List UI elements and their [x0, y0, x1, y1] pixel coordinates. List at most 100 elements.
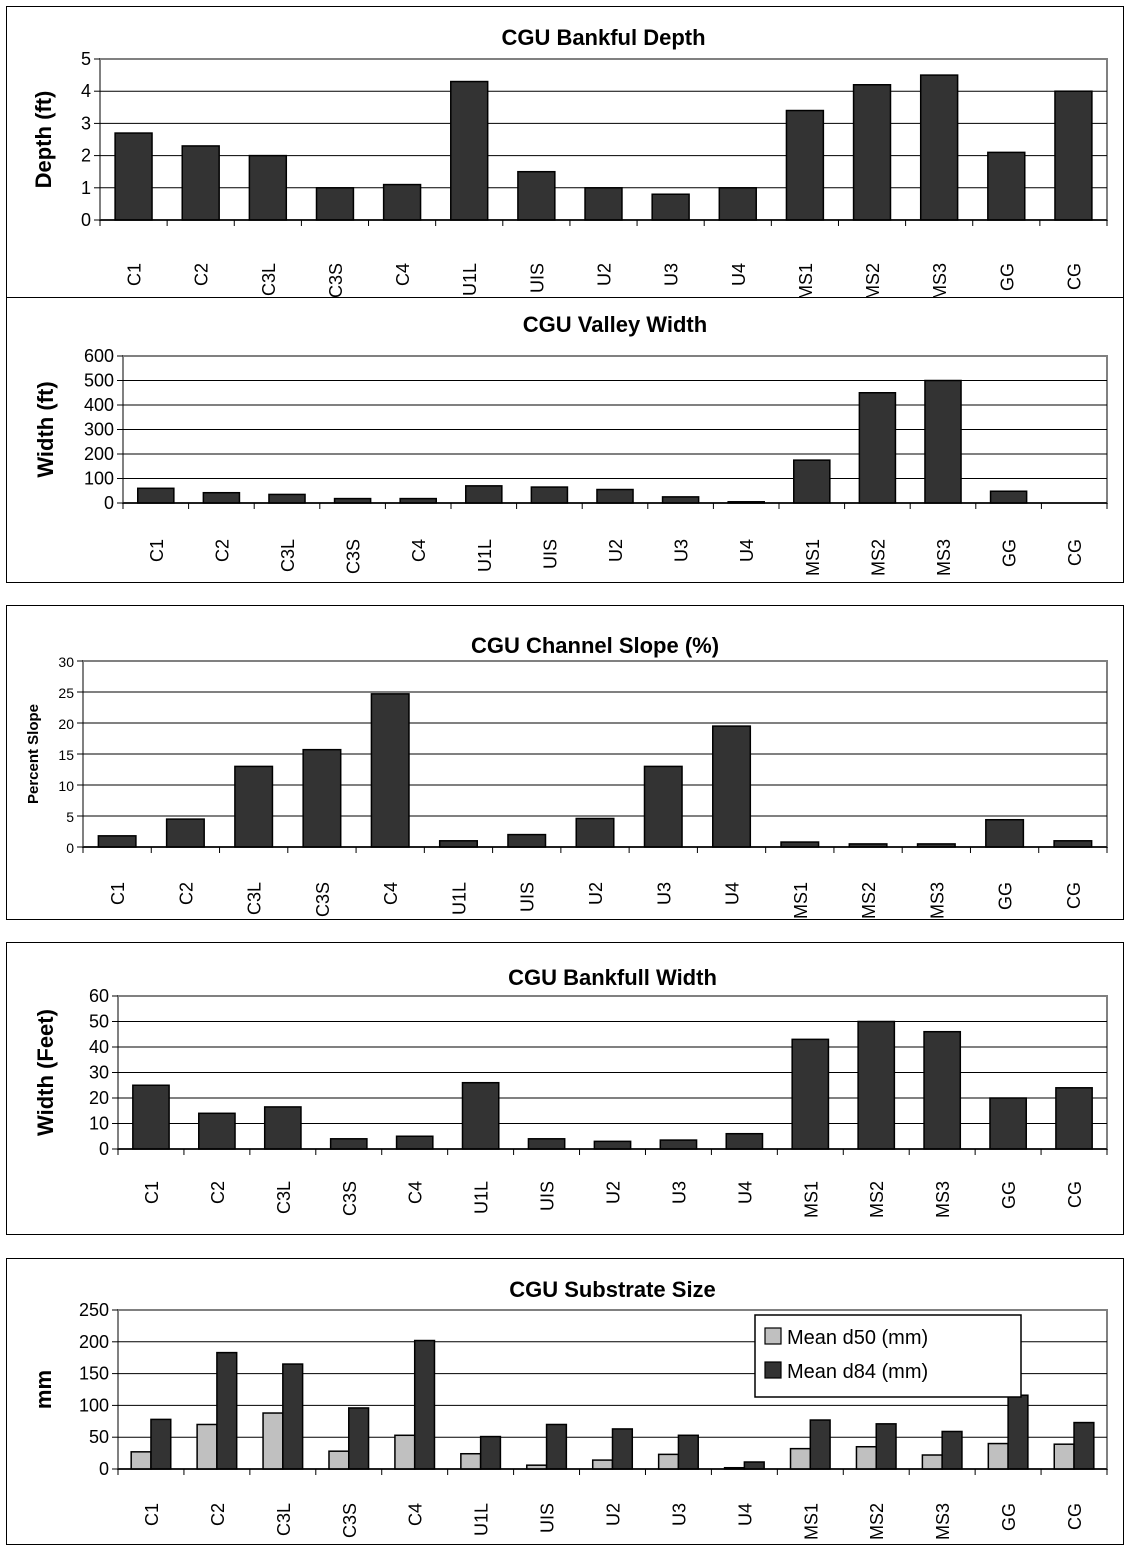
- chart-channel-slope: CGU Channel Slope (%) Percent Slope 0 5 10 15…: [25, 633, 1108, 919]
- chart-bankfull-width: CGU Bankfull Width Width (Feet) 0 10 20 30 40 5…: [33, 965, 1108, 1218]
- bar-u4-mean-d84-mm: [743, 1461, 765, 1470]
- x-tick-label-ms2: MS2: [867, 1503, 887, 1540]
- y-axis-label: mm: [31, 1370, 56, 1409]
- bar-c2: [202, 491, 241, 504]
- bar-gg-mean-d84-mm: [1007, 1394, 1029, 1470]
- bar-u3: [661, 496, 700, 504]
- y-tick-label: 30: [58, 654, 74, 670]
- bar-c4-mean-d84-mm: [413, 1339, 436, 1470]
- x-tick-label-cg: CG: [1065, 1181, 1085, 1208]
- x-tick-label-c1: C1: [125, 263, 145, 286]
- x-tick-label-ms1: MS1: [803, 539, 823, 576]
- y-tick-label: 5: [81, 49, 91, 69]
- x-tick-label-u2: U2: [604, 1503, 624, 1526]
- bar-c3s: [302, 748, 342, 848]
- x-tick-label-c3l: C3L: [278, 539, 298, 572]
- y-tick-label: 5: [66, 809, 74, 825]
- y-tick-label: 60: [89, 986, 109, 1006]
- bar-c1-mean-d50-mm: [130, 1451, 152, 1470]
- bar-u3: [643, 765, 683, 848]
- x-tick-label-uis: UIS: [538, 1181, 558, 1211]
- x-tick-label-ms1: MS1: [801, 1181, 821, 1218]
- x-tick-label-ms2: MS2: [863, 263, 883, 299]
- x-tick-label-gg: GG: [999, 1503, 1019, 1531]
- y-axis-label: Width (ft): [33, 381, 58, 477]
- x-tick-label-ms3: MS3: [933, 1503, 953, 1540]
- y-tick-label: 400: [84, 395, 114, 415]
- bar-cg-mean-d84-mm: [1073, 1421, 1095, 1470]
- x-tick-label-ms1: MS1: [796, 263, 816, 299]
- y-tick-label: 0: [104, 493, 114, 513]
- x-tick-label-ms2: MS2: [868, 539, 888, 576]
- x-tick-label-u1l: U1L: [449, 882, 469, 915]
- legend: Mean d50 (mm) Mean d84 (mm): [754, 1314, 1022, 1398]
- bar-ms1: [791, 1038, 830, 1150]
- x-tick-label-c4: C4: [406, 1181, 426, 1204]
- bar-ms2-mean-d50-mm: [855, 1445, 877, 1470]
- bar-c1: [137, 487, 175, 504]
- chart-panel-valley-width: CGU Valley Width Width (ft) 0 100 200 300 400 5…: [6, 297, 1124, 583]
- y-axis-label: Depth (ft): [31, 91, 56, 189]
- y-tick-label: 200: [79, 1332, 109, 1352]
- x-tick-label-c1: C1: [142, 1503, 162, 1526]
- x-tick-label-u2: U2: [586, 882, 606, 905]
- bar-gg: [985, 818, 1025, 848]
- bar-c1: [97, 835, 137, 848]
- bar-u2: [575, 817, 615, 848]
- x-tick-label-uis: UIS: [518, 882, 538, 912]
- bar-c3l: [234, 765, 274, 848]
- x-tick-label-c2: C2: [176, 882, 196, 905]
- bar-ms2: [852, 84, 892, 221]
- bar-u2-mean-d84-mm: [611, 1428, 634, 1470]
- x-tick-label-c3s: C3S: [340, 1181, 360, 1216]
- y-tick-label: 15: [58, 747, 74, 763]
- y-tick-label: 25: [58, 685, 74, 701]
- bar-u1l-mean-d50-mm: [460, 1452, 482, 1470]
- bar-c2: [198, 1112, 236, 1150]
- bar-c2-mean-d50-mm: [196, 1423, 218, 1470]
- bar-c4-mean-d50-mm: [394, 1434, 416, 1470]
- x-tick-label-uis: UIS: [527, 263, 547, 293]
- x-tick-label-c2: C2: [208, 1181, 228, 1204]
- bar-c3l-mean-d50-mm: [262, 1412, 284, 1470]
- x-tick-label-gg: GG: [1000, 539, 1020, 567]
- legend-swatch-mean-d84-mm: [764, 1361, 782, 1379]
- chart-title: CGU Bankfull Width: [508, 965, 717, 990]
- x-tick-label-c3l: C3L: [274, 1503, 294, 1536]
- bar-c1: [114, 132, 153, 221]
- x-tick-label-ms3: MS3: [927, 882, 947, 919]
- bar-gg: [989, 490, 1028, 504]
- bar-ms3: [923, 1030, 962, 1150]
- bar-ms1: [785, 109, 825, 221]
- bar-c2: [165, 818, 205, 848]
- x-tick-label-ms1: MS1: [801, 1503, 821, 1540]
- chart-substrate-size: CGU Substrate Size mm 0 50 100 150 200 250 C1 C2 C…: [31, 1277, 1108, 1540]
- bar-ms3: [924, 379, 962, 504]
- bar-ms3: [919, 74, 959, 221]
- y-tick-label: 30: [89, 1063, 109, 1083]
- legend-swatch-mean-d50-mm: [764, 1327, 782, 1345]
- y-tick-label: 1: [81, 178, 91, 198]
- bar-u1l: [438, 840, 478, 848]
- x-tick-label-c4: C4: [406, 1503, 426, 1526]
- x-tick-label-u4: U4: [735, 1181, 755, 1204]
- chart-title: CGU Substrate Size: [509, 1277, 716, 1302]
- x-tick-label-c3l: C3L: [259, 263, 279, 296]
- bar-c3l: [268, 493, 306, 504]
- x-tick-label-u4: U4: [737, 539, 757, 562]
- x-tick-label-u3: U3: [654, 882, 674, 905]
- bar-gg: [989, 1097, 1027, 1150]
- x-tick-label-uis: UIS: [540, 539, 560, 569]
- x-tick-label-u4: U4: [735, 1503, 755, 1526]
- y-tick-label: 10: [58, 778, 74, 794]
- bar-c1-mean-d84-mm: [150, 1418, 172, 1470]
- x-tick-label-c4: C4: [381, 882, 401, 905]
- x-tick-label-u3: U3: [662, 263, 682, 286]
- bar-u1l: [461, 1081, 500, 1150]
- legend-box: [754, 1314, 1022, 1398]
- bar-ms3-mean-d84-mm: [941, 1430, 963, 1470]
- y-tick-label: 2: [81, 146, 91, 166]
- chart-panel-bankfull-width: CGU Bankfull Width Width (Feet) 0 10 20 30 40 5…: [6, 942, 1124, 1235]
- x-tick-label-c1: C1: [108, 882, 128, 905]
- x-tick-label-u1l: U1L: [460, 263, 480, 296]
